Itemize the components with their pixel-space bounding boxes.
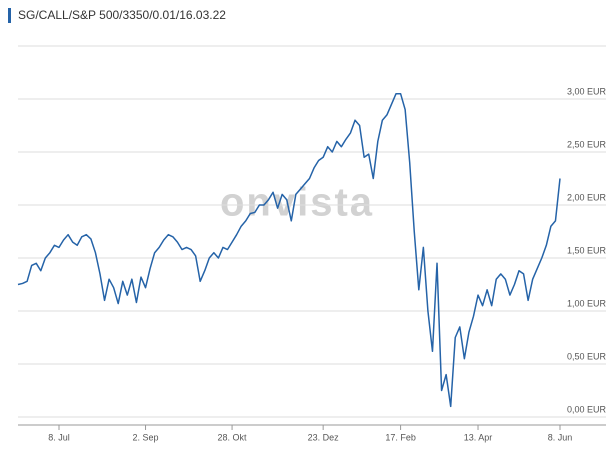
y-tick-label: 2,00 EUR [567, 192, 607, 202]
watermark: onvista [220, 181, 374, 225]
chart-title: SG/CALL/S&P 500/3350/0.01/16.03.22 [18, 8, 226, 22]
y-tick-label: 0,00 EUR [567, 404, 607, 414]
x-tick-label: 8. Jun [548, 432, 573, 442]
y-tick-label: 1,50 EUR [567, 245, 607, 255]
x-tick-label: 8. Jul [48, 432, 70, 442]
x-tick-label: 2. Sep [133, 432, 159, 442]
x-tick-label: 28. Okt [218, 432, 248, 442]
y-tick-label: 0,50 EUR [567, 351, 607, 361]
y-tick-label: 1,00 EUR [567, 298, 607, 308]
y-tick-label: 2,50 EUR [567, 139, 607, 149]
x-tick-label: 23. Dez [308, 432, 340, 442]
x-tick-label: 17. Feb [385, 432, 416, 442]
title-marker [8, 8, 11, 23]
price-line [17, 92, 561, 408]
y-tick-label: 3,00 EUR [567, 86, 607, 96]
x-tick-label: 13. Apr [464, 432, 493, 442]
